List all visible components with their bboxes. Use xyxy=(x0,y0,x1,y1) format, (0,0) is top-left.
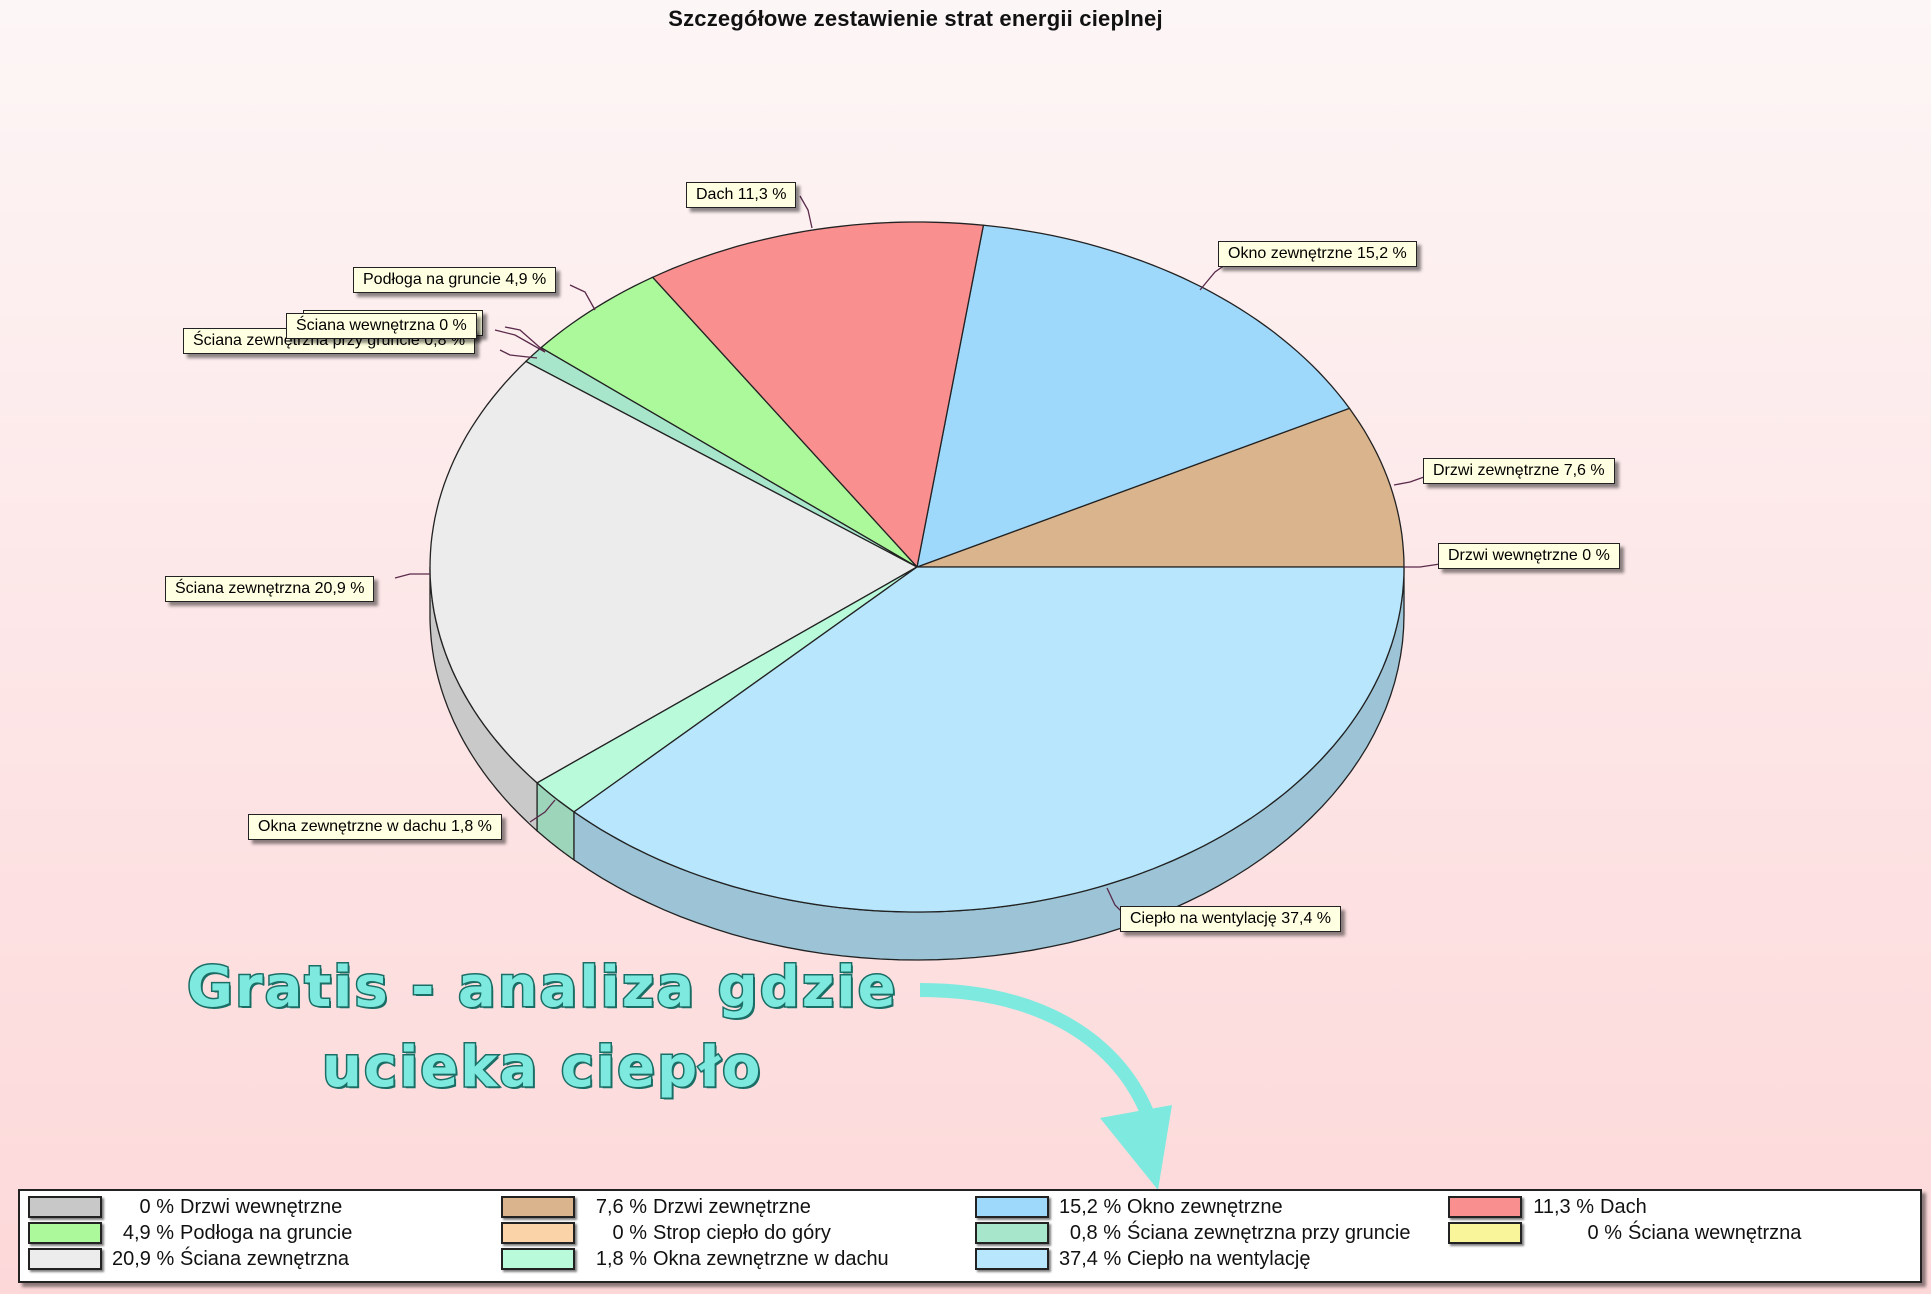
legend-swatch xyxy=(1448,1222,1522,1244)
legend-value: 0 % xyxy=(1587,1221,1622,1244)
legend-item: 11,3 % Dach xyxy=(1448,1195,1647,1219)
legend-label: Podłoga na gruncie xyxy=(180,1221,353,1244)
leader-wentylacja xyxy=(1106,887,1123,913)
callout-dach: Dach 11,3 % xyxy=(686,182,797,208)
callout-sciana-wewnetrzna: Ściana wewnętrzna 0 % xyxy=(286,313,477,339)
pie-slice-podłoga-na-gruncie xyxy=(539,276,918,568)
legend-item: 1,8 % Okna zewnętrzne w dachu xyxy=(501,1247,889,1271)
leader-sciana-zewn xyxy=(394,573,430,579)
legend-label: Drzwi zewnętrzne xyxy=(653,1195,811,1218)
legend-label: Ściana zewnętrzna xyxy=(180,1247,349,1270)
legend-item: 4,9 % Podłoga na gruncie xyxy=(28,1221,352,1245)
legend-value: 20,9 % xyxy=(112,1247,175,1270)
legend-value: 15,2 % xyxy=(1059,1195,1122,1218)
legend-label: Okno zewnętrzne xyxy=(1127,1195,1283,1218)
legend-value: 11,3 % xyxy=(1533,1195,1594,1218)
legend-label: Strop ciepło do góry xyxy=(653,1221,831,1244)
legend-value: 7,6 % xyxy=(595,1195,647,1218)
leader-dach xyxy=(799,195,813,229)
legend-item: 0 % Ściana wewnętrzna xyxy=(1448,1221,1801,1245)
legend-swatch xyxy=(501,1196,575,1218)
legend-value: 1,8 % xyxy=(595,1247,647,1270)
pie-slice-okno-zewnętrzne xyxy=(916,224,1351,569)
pie-slice-ciepło-na-wentylację xyxy=(572,566,1405,913)
pie-slice-okna-zewnętrzne-w-dachu xyxy=(535,566,918,813)
legend-item: 37,4 % Ciepło na wentylację xyxy=(975,1247,1310,1271)
legend-value: 0,8 % xyxy=(1069,1221,1121,1244)
legend-item: 20,9 % Ściana zewnętrzna xyxy=(28,1247,349,1271)
legend-label: Ciepło na wentylację xyxy=(1127,1247,1311,1270)
pie-slice-dach xyxy=(651,221,985,569)
leader-strop xyxy=(504,326,546,353)
pie-slice-drzwi-zewnętrzne xyxy=(916,407,1405,568)
legend-swatch xyxy=(501,1248,575,1270)
chart-title: Szczegółowe zestawienie strat energii ci… xyxy=(668,6,1163,31)
leader-drzwi-wewn xyxy=(1404,563,1441,568)
legend-item: 7,6 % Drzwi zewnętrzne xyxy=(501,1195,811,1219)
legend-label: Ściana zewnętrzna przy gruncie xyxy=(1127,1221,1411,1244)
pie-top xyxy=(429,221,1405,913)
chart-legend: 0 % Drzwi wewnętrzne 7,6 % Drzwi zewnętr… xyxy=(18,1189,1922,1283)
legend-item: 15,2 % Okno zewnętrzne xyxy=(975,1195,1283,1219)
legend-label: Okna zewnętrzne w dachu xyxy=(653,1247,889,1270)
promo-line-1: Gratis - analiza gdzie xyxy=(186,954,898,1022)
legend-swatch xyxy=(1448,1196,1522,1218)
promo-line-2: ucieka ciepło xyxy=(320,1034,763,1102)
legend-item: 0 % Strop ciepło do góry xyxy=(501,1221,831,1245)
callout-podloga: Podłoga na gruncie 4,9 % xyxy=(353,267,557,293)
callout-drzwi-zewnetrzne: Drzwi zewnętrzne 7,6 % xyxy=(1423,458,1615,484)
callout-wentylacja: Ciepło na wentylację 37,4 % xyxy=(1120,906,1342,932)
legend-swatch xyxy=(28,1222,102,1244)
legend-item: 0,8 % Ściana zewnętrzna przy gruncie xyxy=(975,1221,1410,1245)
legend-label: Dach xyxy=(1600,1195,1647,1218)
legend-swatch xyxy=(28,1248,102,1270)
legend-swatch xyxy=(975,1196,1049,1218)
legend-swatch xyxy=(975,1248,1049,1270)
leader-drzwi-zewn xyxy=(1393,476,1425,486)
leader-podloga xyxy=(569,284,596,311)
legend-value: 37,4 % xyxy=(1059,1247,1122,1270)
callout-sciana-zewnetrzna: Ściana zewnętrzna 20,9 % xyxy=(165,576,375,602)
legend-item: 0 % Drzwi wewnętrzne xyxy=(28,1195,342,1219)
leader-okna-dach xyxy=(529,799,556,823)
leader-sciana-wewn xyxy=(494,329,546,353)
callout-okna-dach: Okna zewnętrzne w dachu 1,8 % xyxy=(248,814,502,840)
legend-label: Drzwi wewnętrzne xyxy=(180,1195,343,1218)
legend-value: 4,9 % xyxy=(122,1221,174,1244)
legend-swatch xyxy=(28,1196,102,1218)
callout-drzwi-wewnetrzne: Drzwi wewnętrzne 0 % xyxy=(1438,543,1620,569)
pie-slice-ściana-zewnętrzna xyxy=(429,360,919,784)
leader-okno xyxy=(1199,264,1226,291)
callout-okno-zewnetrzne: Okno zewnętrzne 15,2 % xyxy=(1218,241,1417,267)
legend-swatch xyxy=(975,1222,1049,1244)
legend-value: 0 % xyxy=(612,1221,647,1244)
legend-label: Ściana wewnętrzna xyxy=(1628,1221,1802,1244)
leader-lines xyxy=(394,195,1441,913)
promo-arrow xyxy=(919,983,1172,1190)
legend-value: 0 % xyxy=(139,1195,174,1218)
leader-sciana-grunt xyxy=(499,349,538,359)
legend-swatch xyxy=(501,1222,575,1244)
